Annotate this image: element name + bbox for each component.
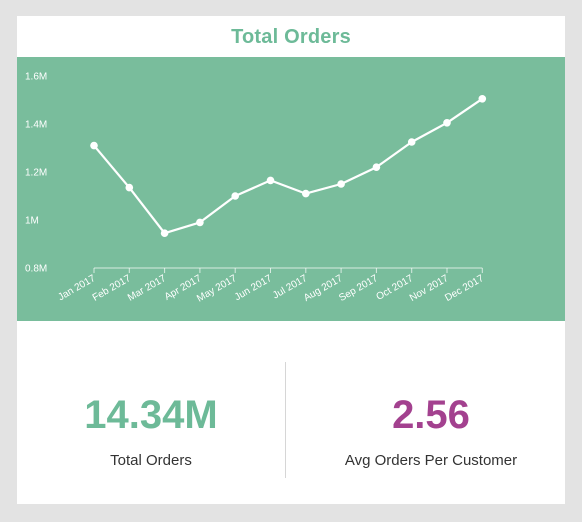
data-point bbox=[302, 189, 310, 198]
x-tick-label: Jan 2017 bbox=[56, 273, 98, 303]
x-tick-label: Nov 2017 bbox=[408, 273, 451, 304]
data-point bbox=[196, 218, 204, 227]
kpi-divider bbox=[285, 362, 286, 478]
line-chart: 0.8M 1M 1.2M 1.4M 1.6M Jan 2017 Feb 2017 Mar 20… bbox=[17, 57, 565, 321]
data-point bbox=[407, 138, 416, 146]
x-tick-label: Jun 2017 bbox=[233, 273, 275, 303]
y-tick-label: 1M bbox=[25, 216, 39, 227]
y-tick-label: 1.6M bbox=[25, 72, 47, 83]
dashboard-card: Total Orders 0.8M 1M 1.2M 1.4M 1.6M Jan 2017 F… bbox=[17, 16, 565, 504]
x-tick-label: Aug 2017 bbox=[302, 273, 345, 304]
data-point bbox=[160, 229, 169, 237]
kpi-avg-orders-value: 2.56 bbox=[392, 393, 470, 437]
data-point bbox=[337, 180, 345, 188]
series-line bbox=[92, 97, 484, 235]
y-tick-label: 0.8M bbox=[25, 264, 47, 275]
data-point bbox=[372, 163, 381, 171]
data-point bbox=[231, 192, 239, 200]
kpi-total-orders-label: Total Orders bbox=[110, 452, 192, 469]
data-point bbox=[90, 141, 98, 150]
kpi-avg-orders: 2.56 Avg Orders Per Customer bbox=[297, 321, 565, 504]
chart-title: Total Orders bbox=[231, 26, 351, 48]
x-tick-label: May 2017 bbox=[195, 273, 239, 305]
kpi-total-orders-value: 14.34M bbox=[84, 393, 218, 437]
kpi-total-orders: 14.34M Total Orders bbox=[17, 321, 285, 504]
data-point bbox=[125, 183, 134, 192]
x-tick-label: Mar 2017 bbox=[126, 273, 168, 304]
x-tick-label: Sep 2017 bbox=[337, 273, 380, 304]
data-point bbox=[478, 95, 487, 103]
data-point bbox=[443, 119, 451, 127]
x-tick-label: Feb 2017 bbox=[91, 273, 133, 304]
data-point bbox=[266, 176, 275, 185]
kpi-avg-orders-label: Avg Orders Per Customer bbox=[344, 452, 518, 469]
x-tick-label: Dec 2017 bbox=[443, 273, 486, 304]
y-tick-label: 1.4M bbox=[25, 120, 47, 131]
y-tick-label: 1.2M bbox=[25, 168, 47, 179]
